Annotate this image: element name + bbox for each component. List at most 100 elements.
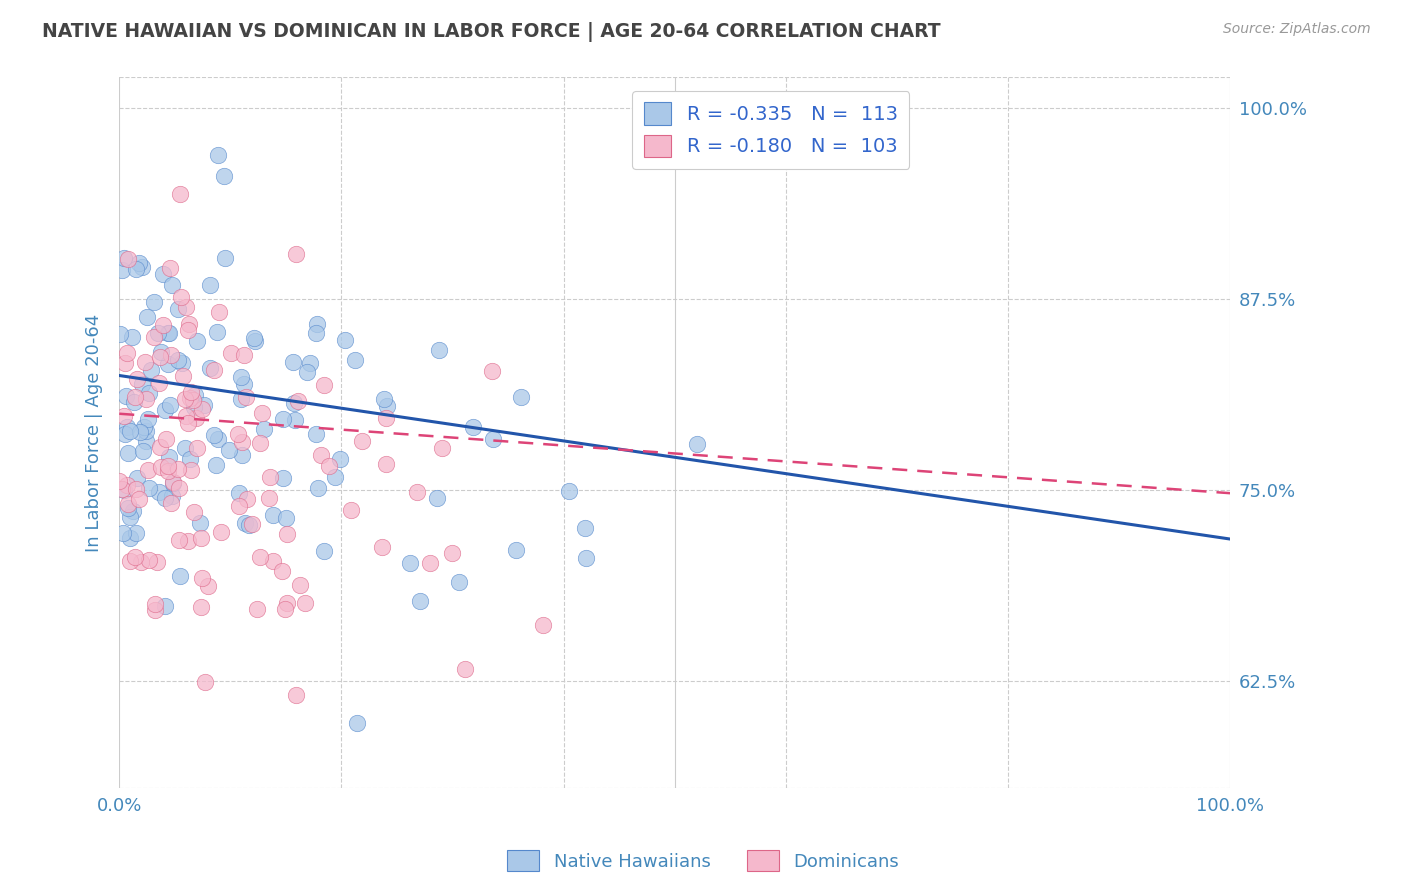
Point: [160, 496, 183, 510]
Point: [243, 330, 266, 344]
Point: [143, 329, 166, 343]
Point: [209, 525, 232, 540]
Point: [574, 521, 596, 535]
Point: [427, 343, 450, 358]
Point: [228, 486, 250, 500]
Point: [259, 491, 281, 506]
Point: [117, 497, 139, 511]
Point: [229, 392, 252, 406]
Point: [177, 416, 200, 430]
Point: [463, 420, 485, 434]
Point: [134, 355, 156, 369]
Point: [167, 462, 190, 476]
Point: [441, 546, 464, 560]
Point: [152, 318, 174, 333]
Point: [426, 491, 449, 505]
Point: [243, 334, 266, 349]
Point: [150, 460, 173, 475]
Point: [135, 392, 157, 406]
Point: [124, 395, 146, 409]
Point: [207, 432, 229, 446]
Point: [122, 504, 145, 518]
Point: [180, 463, 202, 477]
Point: [399, 556, 422, 570]
Point: [274, 602, 297, 616]
Point: [128, 491, 150, 506]
Point: [146, 326, 169, 340]
Y-axis label: In Labor Force | Age 20-64: In Labor Force | Age 20-64: [86, 314, 103, 552]
Point: [156, 326, 179, 341]
Point: [263, 554, 285, 568]
Point: [481, 364, 503, 378]
Point: [124, 549, 146, 564]
Point: [294, 596, 316, 610]
Point: [160, 278, 183, 293]
Point: [686, 437, 709, 451]
Point: [371, 541, 394, 555]
Point: [205, 325, 228, 339]
Point: [191, 571, 214, 585]
Point: [249, 436, 271, 450]
Text: Source: ZipAtlas.com: Source: ZipAtlas.com: [1223, 22, 1371, 37]
Point: [274, 511, 297, 525]
Point: [150, 345, 173, 359]
Point: [169, 569, 191, 583]
Point: [193, 398, 215, 412]
Point: [183, 505, 205, 519]
Point: [419, 557, 441, 571]
Point: [229, 370, 252, 384]
Point: [233, 376, 256, 391]
Point: [207, 148, 229, 162]
Point: [173, 442, 195, 456]
Point: [128, 425, 150, 439]
Point: [346, 716, 368, 731]
Point: [135, 434, 157, 448]
Point: [117, 500, 139, 515]
Point: [181, 393, 204, 408]
Point: [157, 450, 180, 464]
Point: [115, 477, 138, 491]
Point: [245, 601, 267, 615]
Point: [159, 398, 181, 412]
Point: [190, 531, 212, 545]
Point: [333, 333, 356, 347]
Point: [283, 354, 305, 368]
Point: [170, 290, 193, 304]
Point: [307, 481, 329, 495]
Point: [284, 413, 307, 427]
Point: [557, 483, 579, 498]
Point: [259, 469, 281, 483]
Point: [155, 402, 177, 417]
Point: [149, 350, 172, 364]
Point: [405, 485, 427, 500]
Point: [273, 471, 295, 485]
Point: [285, 688, 308, 702]
Point: [118, 532, 141, 546]
Point: [377, 399, 399, 413]
Point: [118, 509, 141, 524]
Point: [318, 459, 340, 474]
Point: [283, 396, 305, 410]
Point: [111, 482, 134, 496]
Point: [162, 476, 184, 491]
Point: [226, 426, 249, 441]
Point: [139, 363, 162, 377]
Point: [323, 470, 346, 484]
Point: [153, 491, 176, 506]
Point: [305, 326, 328, 340]
Point: [214, 251, 236, 265]
Point: [311, 448, 333, 462]
Point: [148, 485, 170, 500]
Point: [183, 388, 205, 402]
Point: [190, 599, 212, 614]
Point: [198, 360, 221, 375]
Point: [124, 390, 146, 404]
Point: [174, 392, 197, 407]
Point: [276, 527, 298, 541]
Point: [271, 412, 294, 426]
Point: [143, 597, 166, 611]
Point: [112, 483, 135, 497]
Point: [329, 451, 352, 466]
Point: [117, 446, 139, 460]
Point: [235, 516, 257, 530]
